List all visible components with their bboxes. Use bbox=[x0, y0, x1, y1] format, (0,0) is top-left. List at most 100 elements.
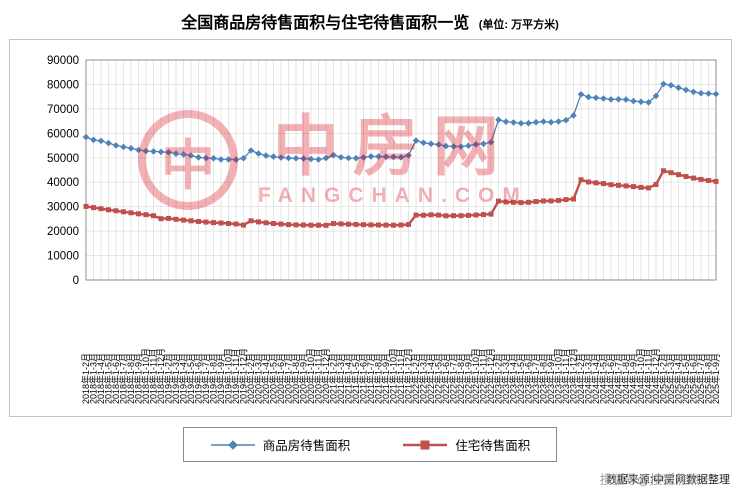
svg-text:2019年1-8月: 2019年1-8月 bbox=[208, 353, 219, 404]
svg-text:2024年1-7月: 2024年1-7月 bbox=[613, 353, 624, 404]
svg-text:2021年1-7月: 2021年1-7月 bbox=[365, 353, 376, 404]
svg-text:40000: 40000 bbox=[47, 177, 79, 189]
svg-text:2018年1-6月: 2018年1-6月 bbox=[110, 353, 121, 404]
svg-text:2023年1-2月: 2023年1-2月 bbox=[493, 353, 504, 404]
svg-text:2021年1-4月: 2021年1-4月 bbox=[343, 353, 354, 404]
svg-text:2019年1-10月: 2019年1-10月 bbox=[223, 348, 234, 404]
svg-text:2024年1-9月: 2024年1-9月 bbox=[628, 353, 639, 404]
svg-text:2021年1-9月: 2021年1-9月 bbox=[380, 353, 391, 404]
svg-text:2022年1-8月: 2022年1-8月 bbox=[455, 353, 466, 404]
svg-text:2020年1-12月: 2020年1-12月 bbox=[320, 348, 331, 404]
source-text: 数据来源:中房网数据整理 bbox=[605, 474, 730, 486]
svg-text:2020年1-5月: 2020年1-5月 bbox=[268, 353, 279, 404]
svg-text:2018年1-9月: 2018年1-9月 bbox=[133, 353, 144, 404]
svg-text:2018年1-2月: 2018年1-2月 bbox=[80, 353, 91, 404]
svg-text:2023年1-6月: 2023年1-6月 bbox=[523, 353, 534, 404]
svg-text:2023年1-12月: 2023年1-12月 bbox=[568, 348, 579, 404]
svg-text:2025年1-5月: 2025年1-5月 bbox=[680, 353, 691, 404]
svg-text:2018年1-3月: 2018年1-3月 bbox=[88, 353, 99, 404]
svg-text:2023年1-9月: 2023年1-9月 bbox=[545, 353, 556, 404]
chart-unit-label: (单位: 万平方米) bbox=[478, 19, 559, 31]
svg-text:70000: 70000 bbox=[47, 104, 79, 116]
svg-text:2020年1-7月: 2020年1-7月 bbox=[283, 353, 294, 404]
svg-text:2018年1-11月: 2018年1-11月 bbox=[148, 349, 159, 404]
legend-label-commercial: 商品房待售面积 bbox=[262, 439, 351, 453]
sohu-watermark-text: 搜狐号@搜狐焦点 bbox=[599, 473, 700, 487]
svg-text:2020年1-11月: 2020年1-11月 bbox=[313, 349, 324, 404]
svg-text:2024年1-2月: 2024年1-2月 bbox=[575, 353, 586, 404]
svg-text:2021年1-2月: 2021年1-2月 bbox=[328, 353, 339, 404]
legend-label-residential: 住宅待售面积 bbox=[455, 439, 531, 453]
svg-text:2023年1-7月: 2023年1-7月 bbox=[530, 353, 541, 404]
svg-text:60000: 60000 bbox=[47, 128, 79, 140]
svg-text:2020年1-10月: 2020年1-10月 bbox=[305, 348, 316, 404]
svg-text:2022年1-11月: 2022年1-11月 bbox=[478, 349, 489, 404]
svg-text:2022年1-5月: 2022年1-5月 bbox=[433, 353, 444, 404]
svg-text:0: 0 bbox=[73, 275, 79, 287]
svg-text:90000: 90000 bbox=[47, 55, 79, 67]
line-chart: 0 10000 20000 30000 40000 50000 60000 70000 8000… bbox=[47, 55, 721, 404]
svg-text:2024年1-5月: 2024年1-5月 bbox=[598, 353, 609, 404]
svg-text:2018年1-12月: 2018年1-12月 bbox=[155, 348, 166, 404]
svg-text:2025年1-4月: 2025年1-4月 bbox=[673, 353, 684, 404]
svg-text:2020年1-8月: 2020年1-8月 bbox=[290, 353, 301, 404]
svg-text:2019年1-4月: 2019年1-4月 bbox=[178, 353, 189, 404]
svg-text:2025年1-9月: 2025年1-9月 bbox=[710, 353, 721, 404]
svg-text:2022年1-9月: 2022年1-9月 bbox=[463, 353, 474, 404]
svg-text:2021年1-12月: 2021年1-12月 bbox=[403, 348, 414, 404]
svg-text:2025年1-8月: 2025年1-8月 bbox=[703, 353, 714, 404]
chart-title: 全国商品房待售面积与住宅待售面积一览 bbox=[181, 15, 470, 32]
legend-item-residential: 住宅待售面积 bbox=[402, 435, 530, 454]
svg-text:2025年1-2月: 2025年1-2月 bbox=[658, 353, 669, 404]
legend: 商品房待售面积 住宅待售面积 bbox=[182, 427, 558, 462]
svg-text:2018年1-4月: 2018年1-4月 bbox=[95, 353, 106, 404]
svg-text:2019年1-7月: 2019年1-7月 bbox=[200, 353, 211, 404]
svg-text:2019年1-2月: 2019年1-2月 bbox=[163, 353, 174, 404]
svg-text:2023年1-10月: 2023年1-10月 bbox=[553, 348, 564, 404]
svg-text:2019年1-9月: 2019年1-9月 bbox=[215, 353, 226, 404]
svg-text:2024年1-12月: 2024年1-12月 bbox=[650, 348, 661, 404]
svg-text:2019年1-11月: 2019年1-11月 bbox=[230, 349, 241, 404]
svg-text:2024年1-11月: 2024年1-11月 bbox=[643, 349, 654, 404]
svg-text:2021年1-10月: 2021年1-10月 bbox=[388, 348, 399, 404]
svg-text:2022年1-7月: 2022年1-7月 bbox=[448, 353, 459, 404]
svg-text:2023年1-3月: 2023年1-3月 bbox=[500, 353, 511, 404]
svg-text:2024年1-4月: 2024年1-4月 bbox=[590, 353, 601, 404]
data-source-note: 数据来源:中房网数据整理 搜狐号@搜狐焦点 bbox=[600, 471, 730, 487]
svg-text:2023年1-5月: 2023年1-5月 bbox=[515, 353, 526, 404]
svg-text:2019年1-6月: 2019年1-6月 bbox=[193, 353, 204, 404]
svg-text:2025年1-7月: 2025年1-7月 bbox=[695, 353, 706, 404]
svg-text:2024年1-6月: 2024年1-6月 bbox=[605, 353, 616, 404]
svg-text:50000: 50000 bbox=[47, 153, 79, 165]
svg-text:2023年1-11月: 2023年1-11月 bbox=[560, 349, 571, 404]
svg-text:2021年1-5月: 2021年1-5月 bbox=[350, 353, 361, 404]
svg-text:2023年1-8月: 2023年1-8月 bbox=[538, 353, 549, 404]
svg-text:2019年1-3月: 2019年1-3月 bbox=[170, 353, 181, 404]
svg-text:2021年1-6月: 2021年1-6月 bbox=[358, 353, 369, 404]
svg-text:2022年1-10月: 2022年1-10月 bbox=[470, 348, 481, 404]
svg-text:2023年1-4月: 2023年1-4月 bbox=[508, 353, 519, 404]
svg-text:2025年1-3月: 2025年1-3月 bbox=[665, 353, 676, 404]
svg-text:80000: 80000 bbox=[47, 79, 79, 91]
svg-text:2021年1-3月: 2021年1-3月 bbox=[335, 353, 346, 404]
svg-text:2025年1-6月: 2025年1-6月 bbox=[688, 353, 699, 404]
svg-text:2020年1-3月: 2020年1-3月 bbox=[253, 353, 264, 404]
svg-text:2024年1-10月: 2024年1-10月 bbox=[635, 348, 646, 404]
svg-text:2020年1-4月: 2020年1-4月 bbox=[260, 353, 271, 404]
svg-text:2022年1-12月: 2022年1-12月 bbox=[485, 348, 496, 404]
svg-text:2020年1-9月: 2020年1-9月 bbox=[298, 353, 309, 404]
svg-text:2024年1-3月: 2024年1-3月 bbox=[583, 353, 594, 404]
svg-text:2022年1-6月: 2022年1-6月 bbox=[440, 353, 451, 404]
svg-text:2019年1-12月: 2019年1-12月 bbox=[238, 348, 249, 404]
svg-text:2022年1-4月: 2022年1-4月 bbox=[425, 353, 436, 404]
svg-text:2022年1-3月: 2022年1-3月 bbox=[418, 353, 429, 404]
svg-text:2020年1-6月: 2020年1-6月 bbox=[275, 353, 286, 404]
chart-area: 0 10000 20000 30000 40000 50000 60000 70000 8000… bbox=[9, 39, 732, 417]
svg-text:2018年1-8月: 2018年1-8月 bbox=[125, 353, 136, 404]
svg-text:10000: 10000 bbox=[47, 251, 79, 263]
svg-text:2018年1-10月: 2018年1-10月 bbox=[140, 348, 151, 404]
legend-line-square-icon bbox=[403, 440, 448, 449]
svg-text:2024年1-8月: 2024年1-8月 bbox=[620, 353, 631, 404]
svg-text:2018年1-5月: 2018年1-5月 bbox=[103, 353, 114, 404]
